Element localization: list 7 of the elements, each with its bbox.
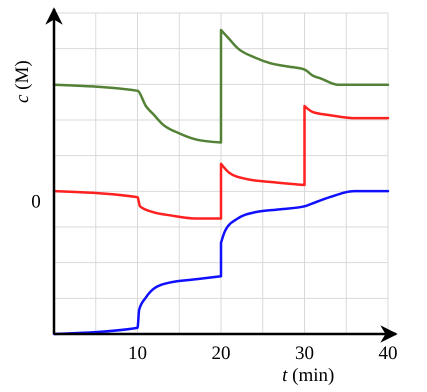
text: 0 <box>31 192 41 212</box>
x-tick-label: 20 <box>212 343 230 364</box>
x-tick-label: 40 <box>378 343 398 364</box>
y-axis-title: c (M) <box>12 60 33 104</box>
x-tick-label: 30 <box>295 343 314 364</box>
x-axis-title: t (min) <box>282 365 334 386</box>
x-tick-label: 10 <box>128 343 147 364</box>
